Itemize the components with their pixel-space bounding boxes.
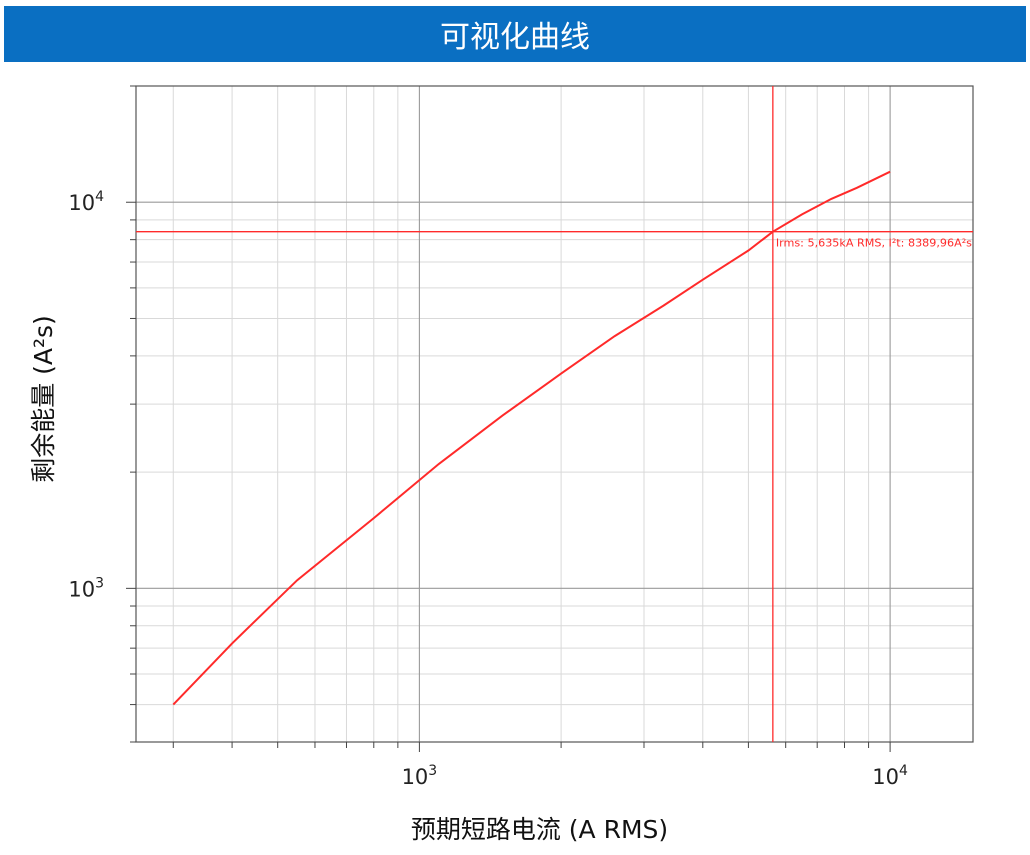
x-tick-label: 103 [402,763,438,789]
y-tick-label: 104 [68,189,104,215]
y-tick-label: 103 [68,575,104,601]
tick-labels: 103 104 103 104 [68,189,908,789]
x-tick-label: 104 [872,763,908,789]
plot-frame [135,85,974,743]
series-line [172,170,891,706]
grid-minor [136,85,973,743]
x-axis-title: 预期短路电流 (A RMS) [411,815,668,844]
ticks-minor [126,85,891,752]
grid-major [136,86,973,742]
y-axis-title: 剩余能量 (A²s) [29,315,58,483]
title-banner: 可视化曲线 [4,6,1026,62]
crosshair-readout: Irms: 5,635kA RMS, I²t: 8389,96A²s [776,237,972,250]
page-title: 可视化曲线 [440,20,590,55]
